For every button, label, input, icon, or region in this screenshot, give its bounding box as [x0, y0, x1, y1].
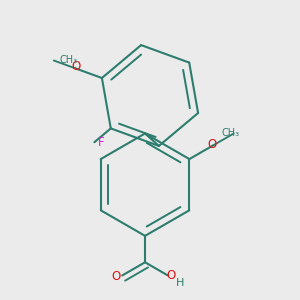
Text: O: O [112, 270, 121, 283]
Text: CH₃: CH₃ [221, 128, 239, 139]
Text: CH₃: CH₃ [60, 56, 78, 65]
Text: O: O [207, 138, 217, 151]
Text: O: O [72, 60, 81, 73]
Text: F: F [98, 136, 104, 149]
Text: O: O [167, 269, 176, 282]
Text: H: H [176, 278, 185, 288]
